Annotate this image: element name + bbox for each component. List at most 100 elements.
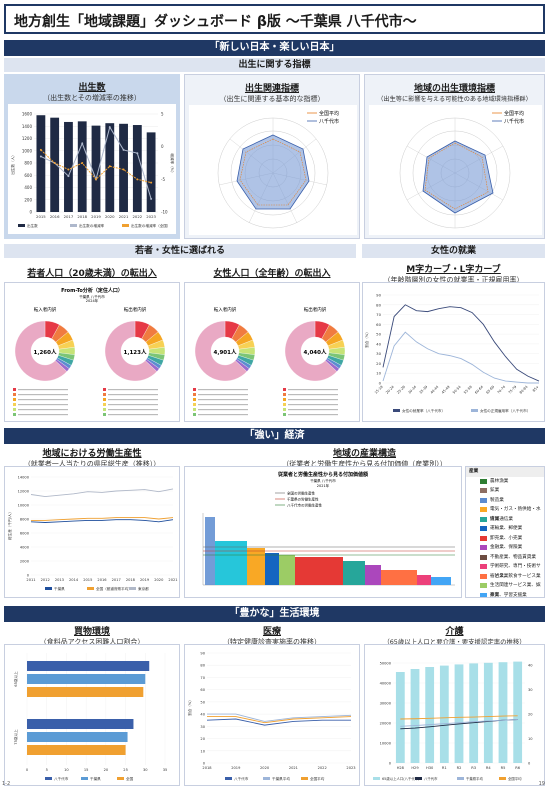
shopping-title: 買物環境 xyxy=(73,627,110,637)
births-xtick: 2020 xyxy=(105,214,115,219)
donut-legend-swatch xyxy=(103,408,106,411)
industry-chart-sub1: 千葉県 八千代市 xyxy=(310,478,336,483)
care-xtick: H28 xyxy=(397,766,405,770)
industry-list-item: 学術研究、専門・技術サービス業 xyxy=(478,562,544,579)
industry-label: 運輸業、郵便業 xyxy=(490,526,523,531)
shopping-xtick: 5 xyxy=(46,768,48,772)
birth-env-title: 地域の出生環境指標 xyxy=(413,84,495,94)
productivity-xtick: 2011 xyxy=(26,578,35,582)
births-point xyxy=(67,175,70,178)
industry-swatch xyxy=(480,573,487,579)
medical-legend-swatch xyxy=(263,777,270,780)
banner-youth-women: 若者・女性に選ばれる xyxy=(4,244,356,258)
care-panel: 介護 （65歳以上人口と要介護・要支援認定率の推移） 0 10000 20000 30… xyxy=(364,624,545,786)
medical-xtick: 2023 xyxy=(346,766,355,770)
care-y2tick: 30 xyxy=(528,688,533,692)
care-y2tick: 20 xyxy=(528,713,533,717)
shopping-xtick: 0 xyxy=(26,768,29,772)
donut-legend-line xyxy=(18,389,68,391)
births-ytick: 200 xyxy=(24,197,32,202)
youth-title: 若者人口（20歳未満）の転出入 xyxy=(27,269,157,279)
care-xtick: H29 xyxy=(411,766,419,770)
industry-list-item: 金融業、保険業 xyxy=(478,543,544,553)
youth-panel: 若者人口（20歳未満）の転出入 From-To分析（定住人口） 千葉県 八千代市… xyxy=(4,262,180,422)
donut-legend-swatch xyxy=(103,398,106,401)
industry-chart: 従業者と労働生産性から見る付加価値額 千葉県 八千代市 2021年 全国の労働生… xyxy=(202,471,455,586)
shopping-xtick: 10 xyxy=(64,768,69,772)
medical-chart: 0 10 20 30 40 50 60 70 80 90 2018 2019 2020 2021 2022 2… xyxy=(187,652,356,782)
women-right-total: 4,040人 xyxy=(304,348,327,356)
mcurve-panel: M字カーブ・L字カーブ （年齢階層別の女性の就業率・正規雇用率） 0 10 20 30… xyxy=(362,258,545,422)
industry-subtitle: （従業者と労働生産性から見る付加価値（産業別）） xyxy=(282,460,447,468)
medical-line xyxy=(207,716,352,724)
care-legend-swatch xyxy=(499,777,506,780)
industry-label: 宿泊業、飲食サービス業 xyxy=(490,573,541,579)
page-number: 19 xyxy=(538,781,545,787)
donut-legend-swatch xyxy=(193,388,196,391)
care-xtick: R2 xyxy=(457,766,462,770)
mcurve-subtitle: （年齢階層別の女性の就業率・正規雇用率） xyxy=(383,276,524,284)
productivity-ytick: 6000 xyxy=(20,532,30,536)
mcurve-xtick: 45-49 xyxy=(441,385,451,395)
births-bar xyxy=(146,132,156,212)
industry-label: 金融業、保険業 xyxy=(490,545,523,550)
industry-swatch xyxy=(480,583,487,588)
donut-legend-swatch xyxy=(13,408,16,411)
births-bar xyxy=(77,121,87,212)
births-ytick: 0 xyxy=(29,210,32,215)
mcurve-xtick: 65-69 xyxy=(485,385,495,395)
mcurve-xtick: 80-84 xyxy=(519,385,529,395)
mcurve-legend-swatch xyxy=(471,409,478,412)
mcurve-ytick: 80 xyxy=(376,302,381,307)
industry-list-item: 卸売業、小売業 xyxy=(478,534,544,544)
donut-legend-swatch xyxy=(103,413,106,416)
medical-ytick: 20 xyxy=(200,737,205,741)
industry-label: 農林漁業 xyxy=(490,478,509,484)
industry-panel: 地域の産業構造 （従業者と労働生産性から見る付加価値（産業別）） 従業者と労働生… xyxy=(184,446,545,598)
births-xtick: 2019 xyxy=(91,214,101,219)
shopping-xtick: 20 xyxy=(104,768,109,772)
donut-legend-line xyxy=(18,394,68,396)
care-bar xyxy=(469,663,479,763)
medical-legend-label: 八千代市 xyxy=(234,776,249,781)
donut-legend-line xyxy=(18,399,68,401)
shopping-category: 65歳以上 xyxy=(13,671,18,687)
care-line xyxy=(400,719,518,727)
birth-env-legend-1: 八千代市 xyxy=(504,118,524,125)
medical-xtick: 2021 xyxy=(289,766,298,770)
youth-left-total: 1,260人 xyxy=(34,348,57,356)
subbanner-births: 出生に関する指標 xyxy=(4,58,545,72)
medical-ytick: 40 xyxy=(200,713,205,717)
industry-swatch xyxy=(480,526,487,531)
productivity-ytick: 0 xyxy=(27,574,30,578)
medical-legend-label: 全国平均 xyxy=(310,776,325,781)
births-title: 出生数 xyxy=(78,83,106,93)
productivity-line xyxy=(30,488,174,498)
industry-list-item: 情報通信業 xyxy=(478,515,544,525)
donut-legend-line xyxy=(288,404,338,406)
industry-legend-list: 産業 農林漁業 鉱業 製造業 電気・ガス・熱供給・水道業 情報通信業 運輸業、郵便業 卸売業… xyxy=(465,466,545,598)
mcurve-ytick: 10 xyxy=(376,371,381,376)
donut-legend-swatch xyxy=(283,403,286,406)
medical-line xyxy=(206,718,351,726)
births-bar xyxy=(105,123,115,212)
donut-legend-line xyxy=(18,414,68,416)
care-xtick: R6 xyxy=(515,766,520,770)
care-xtick: R3 xyxy=(471,766,476,770)
productivity-legend-label: 東京都 xyxy=(138,586,149,591)
births-point xyxy=(81,142,84,145)
radar-city-shape xyxy=(236,134,310,210)
births-xtick: 2017 xyxy=(64,214,74,219)
productivity-ytick: 12000 xyxy=(18,490,30,494)
medical-legend-label: 千葉県平均 xyxy=(272,776,290,781)
mcurve-ylabel: 割合（%） xyxy=(364,330,369,348)
births-bar xyxy=(119,123,128,212)
mcurve-ytick: 0 xyxy=(379,381,382,386)
radar-env-shape xyxy=(422,140,494,214)
births-point xyxy=(150,197,153,200)
care-ytick: 10000 xyxy=(380,742,392,746)
births-point xyxy=(108,165,111,168)
mcurve-ytick: 30 xyxy=(376,351,381,356)
industry-list-item: 運輸業、郵便業 xyxy=(478,524,544,534)
births-ytick: 1200 xyxy=(22,136,33,141)
